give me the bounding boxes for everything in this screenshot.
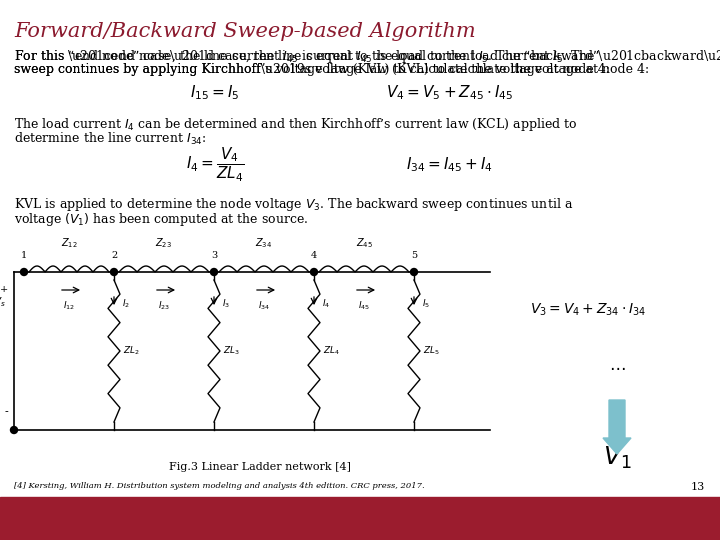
Text: Fig.3 Linear Ladder network [4]: Fig.3 Linear Ladder network [4] <box>169 462 351 472</box>
Text: $ZL_5$: $ZL_5$ <box>423 345 440 357</box>
Text: $I_{45}$: $I_{45}$ <box>358 300 370 313</box>
Text: $I_{34}$: $I_{34}$ <box>258 300 270 313</box>
Text: $\cdots$: $\cdots$ <box>608 360 625 376</box>
Text: determine the line current $I_{34}$:: determine the line current $I_{34}$: <box>14 131 207 147</box>
Text: 1: 1 <box>21 251 27 260</box>
Text: sweep continues by applying Kirchhoff\u2019s voltage law (KVL) to calculate the : sweep continues by applying Kirchhoff\u2… <box>14 63 649 76</box>
Circle shape <box>210 268 217 275</box>
Text: $V_4 = V_5 + Z_{45} \cdot I_{45}$: $V_4 = V_5 + Z_{45} \cdot I_{45}$ <box>387 84 513 103</box>
Text: voltage $(V_1)$ has been computed at the source.: voltage $(V_1)$ has been computed at the… <box>14 211 308 228</box>
Text: 4: 4 <box>311 251 317 260</box>
Text: -: - <box>4 407 8 417</box>
Text: $ZL_2$: $ZL_2$ <box>123 345 140 357</box>
Text: $I_{15}=I_5$: $I_{15}=I_5$ <box>190 84 240 103</box>
Text: 2: 2 <box>111 251 117 260</box>
Text: [4] Kersting, William H. Distribution system modeling and analysis 4th edition. : [4] Kersting, William H. Distribution sy… <box>14 482 425 490</box>
Circle shape <box>11 427 17 434</box>
Text: For this \u201cend node\u201d case, the line current $I_{45}$ is equal to the lo: For this \u201cend node\u201d case, the … <box>14 48 720 65</box>
Text: $ZL_3$: $ZL_3$ <box>223 345 240 357</box>
Text: $I_{12}$: $I_{12}$ <box>63 300 75 313</box>
Text: $Z_{45}$: $Z_{45}$ <box>356 236 372 250</box>
Text: $V_3 = V_4 + Z_{34} \cdot I_{34}$: $V_3 = V_4 + Z_{34} \cdot I_{34}$ <box>530 302 646 318</box>
Text: sweep continues by applying Kirchhoff’s voltage law (KVL) to calculate the volta: sweep continues by applying Kirchhoff’s … <box>14 63 610 76</box>
Text: $Z_{23}$: $Z_{23}$ <box>156 236 173 250</box>
Text: 3: 3 <box>211 251 217 260</box>
Text: 13: 13 <box>690 482 705 492</box>
Circle shape <box>310 268 318 275</box>
Text: IOWA STATE UNIVERSITY: IOWA STATE UNIVERSITY <box>18 514 254 530</box>
Text: The load current $I_4$ can be determined and then Kirchhoff’s current law (KCL) : The load current $I_4$ can be determined… <box>14 116 577 133</box>
FancyArrow shape <box>603 400 631 454</box>
Text: $ZL_4$: $ZL_4$ <box>323 345 340 357</box>
Text: +: + <box>0 286 8 294</box>
Text: $Z_{12}$: $Z_{12}$ <box>60 236 77 250</box>
Text: KVL is applied to determine the node voltage $V_3$. The backward sweep continues: KVL is applied to determine the node vol… <box>14 196 573 213</box>
Bar <box>0 497 720 540</box>
Text: $I_2$: $I_2$ <box>122 298 130 310</box>
Text: $I_{34} = I_{45} + I_4$: $I_{34} = I_{45} + I_4$ <box>407 156 493 174</box>
Circle shape <box>410 268 418 275</box>
Text: $Z_{34}$: $Z_{34}$ <box>256 236 273 250</box>
Text: For this “end node” case, the line current $I_{45}$ is equal to the load current: For this “end node” case, the line curre… <box>14 48 600 65</box>
Text: $I_4 = \dfrac{V_4}{ZL_4}$: $I_4 = \dfrac{V_4}{ZL_4}$ <box>186 146 244 184</box>
Text: $I_4$: $I_4$ <box>322 298 330 310</box>
Text: $V_s$: $V_s$ <box>0 295 6 309</box>
Text: 5: 5 <box>411 251 417 260</box>
Circle shape <box>20 268 27 275</box>
Text: $I_{23}$: $I_{23}$ <box>158 300 170 313</box>
Text: $V_1$: $V_1$ <box>603 445 631 471</box>
Text: Forward/Backward Sweep-based Algorithm: Forward/Backward Sweep-based Algorithm <box>14 22 476 41</box>
Circle shape <box>110 268 117 275</box>
Text: $I_5$: $I_5$ <box>422 298 430 310</box>
Text: $I_3$: $I_3$ <box>222 298 230 310</box>
